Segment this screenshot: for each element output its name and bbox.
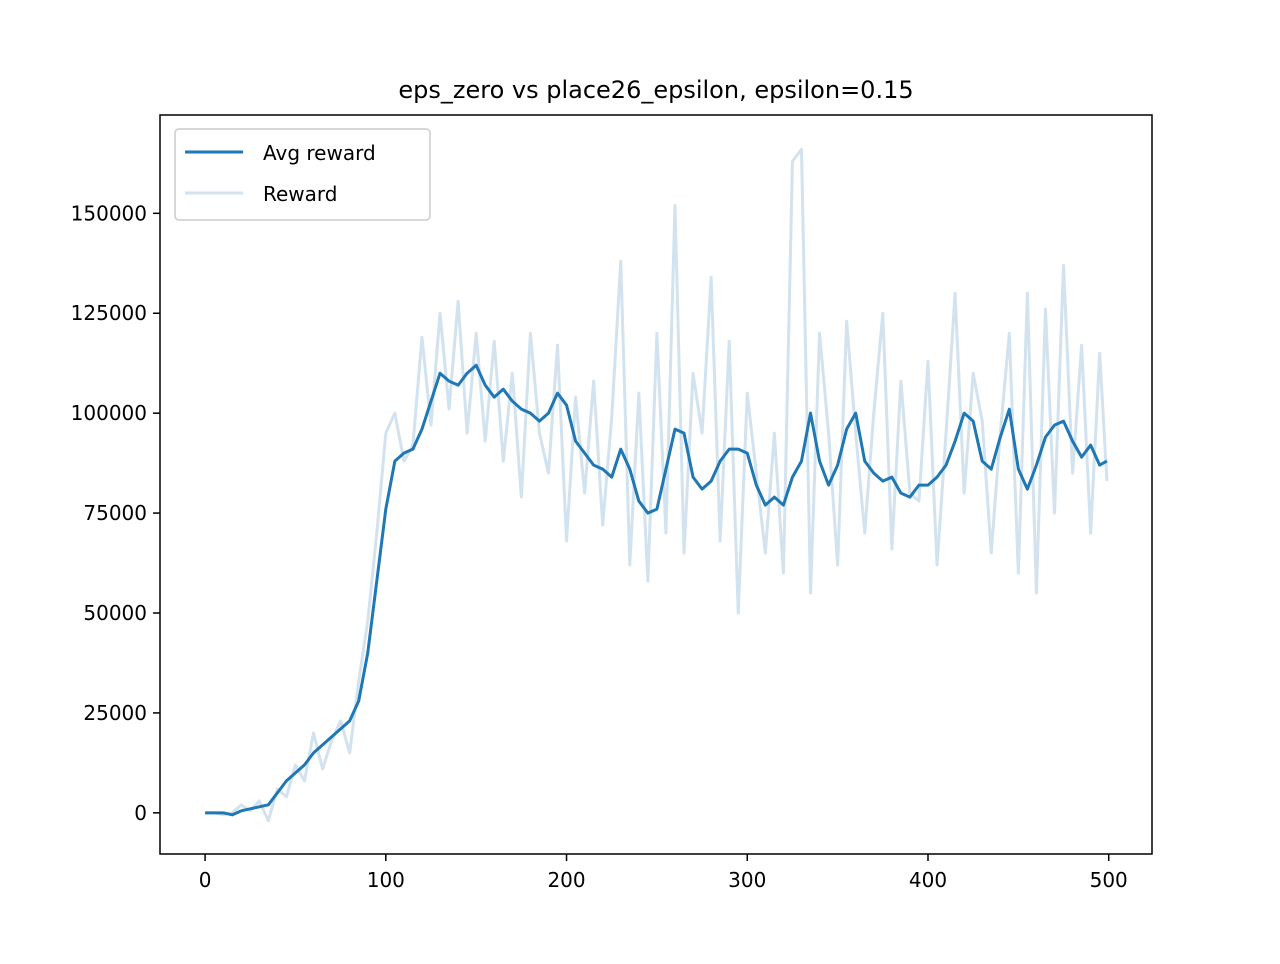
chart-title: eps_zero vs place26_epsilon, epsilon=0.1… <box>398 76 913 104</box>
legend-label: Avg reward <box>263 141 376 165</box>
y-tick-label: 100000 <box>71 401 147 425</box>
legend-label: Reward <box>263 182 337 206</box>
y-tick-label: 75000 <box>83 501 147 525</box>
x-tick-label: 500 <box>1090 868 1128 892</box>
x-tick-label: 400 <box>909 868 947 892</box>
x-tick-label: 300 <box>728 868 766 892</box>
series-line <box>205 147 1109 823</box>
y-tick-label: 50000 <box>83 601 147 625</box>
y-tick-label: 150000 <box>71 201 147 225</box>
y-tick-label: 0 <box>134 801 147 825</box>
y-tick-label: 25000 <box>83 701 147 725</box>
y-tick-label: 125000 <box>71 301 147 325</box>
x-tick-label: 100 <box>367 868 405 892</box>
x-tick-label: 0 <box>199 868 212 892</box>
x-tick-label: 200 <box>547 868 585 892</box>
series-line <box>205 363 1108 817</box>
plot-frame <box>159 114 1153 855</box>
